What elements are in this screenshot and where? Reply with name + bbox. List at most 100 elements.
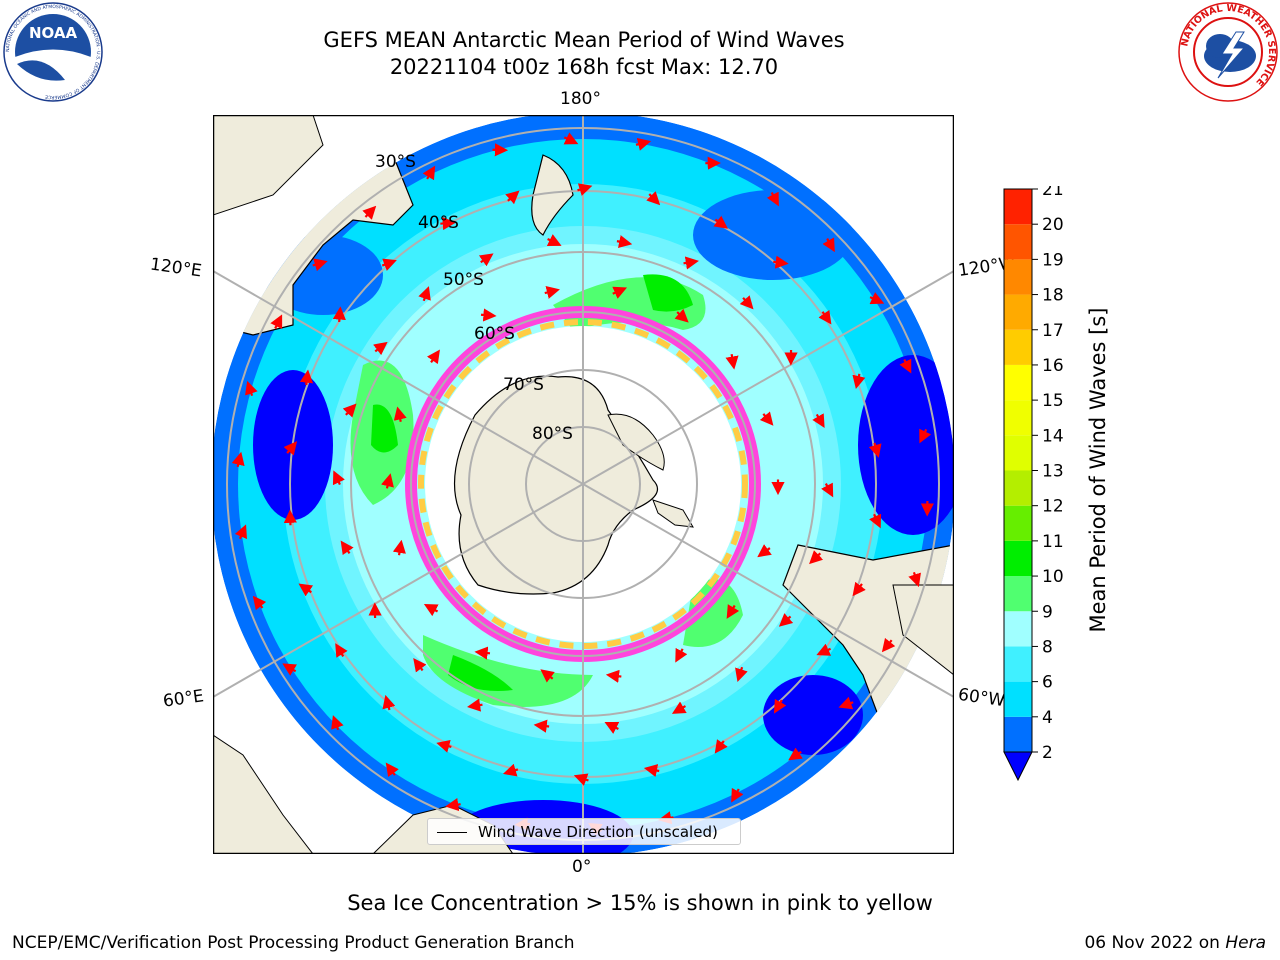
wave-direction-arrow xyxy=(299,369,314,386)
lon-label-120e: 120°E xyxy=(148,254,203,282)
wave-direction-arrow xyxy=(739,295,754,310)
map-legend: Wind Wave Direction (unscaled) xyxy=(427,818,741,845)
wave-direction-arrow xyxy=(838,696,854,710)
lon-label-0: 0° xyxy=(572,857,592,877)
wave-direction-arrow xyxy=(726,604,740,619)
wave-direction-arrow xyxy=(683,256,699,270)
colorbar-tick-label: 10 xyxy=(1042,567,1064,587)
wave-direction-arrow xyxy=(822,237,835,253)
wave-direction-arrow xyxy=(577,183,593,196)
wave-direction-arrow xyxy=(778,613,794,627)
colorbar-tick-label: 2 xyxy=(1042,743,1053,763)
wave-direction-arrow xyxy=(852,581,866,597)
lon-label-60w: 60°W xyxy=(956,684,1007,712)
lat-label-30s: 30°S xyxy=(375,152,416,172)
colorbar-segment xyxy=(1004,259,1032,295)
wave-direction-arrow xyxy=(474,646,491,660)
wave-direction-arrow xyxy=(773,698,787,714)
wave-direction-arrow xyxy=(725,354,739,370)
colorbar-segment xyxy=(1004,505,1032,541)
colorbar-segment xyxy=(1004,435,1032,471)
map-frame xyxy=(213,115,954,854)
wave-direction-arrow xyxy=(331,715,344,731)
sea-ice-note: Sea Ice Concentration > 15% is shown in … xyxy=(347,891,933,915)
wave-direction-arrow xyxy=(546,234,562,247)
wave-direction-arrow xyxy=(646,191,661,206)
colorbar-segment xyxy=(1004,681,1032,717)
wave-direction-arrow xyxy=(505,190,520,205)
wave-direction-arrow xyxy=(373,341,388,356)
wave-direction-arrow xyxy=(816,643,832,656)
wave-direction-arrow xyxy=(381,258,397,271)
wave-direction-arrow xyxy=(671,701,687,714)
wave-direction-arrow xyxy=(899,358,912,374)
lat-label-50s: 50°S xyxy=(443,270,484,290)
colorbar-tick-label: 4 xyxy=(1042,708,1053,728)
wave-direction-arrow xyxy=(714,739,728,754)
wave-direction-arrow xyxy=(809,550,824,565)
colorbar-tick-label: 8 xyxy=(1042,637,1053,657)
wave-direction-arrow xyxy=(440,216,456,231)
wave-direction-arrow xyxy=(540,669,555,683)
colorbar-tick-label: 20 xyxy=(1042,215,1064,235)
wave-direction-arrow xyxy=(231,451,245,468)
new-zealand-land xyxy=(531,154,574,236)
wave-direction-arrow xyxy=(731,787,744,803)
noaa-logo: NOAA NATIONAL OCEANIC AND ATMOSPHERIC AD… xyxy=(3,2,103,102)
green-band xyxy=(423,635,593,707)
lon-label-60e: 60°E xyxy=(161,686,206,712)
wave-direction-arrow xyxy=(418,286,431,302)
wave-direction-arrow xyxy=(868,442,882,458)
wave-direction-arrow xyxy=(362,205,377,220)
lat-label-40s: 40°S xyxy=(418,213,459,233)
lon-label-180: 180° xyxy=(560,89,601,109)
wave-direction-arrow xyxy=(869,292,885,305)
wave-direction-arrow xyxy=(393,406,407,422)
wave-direction-arrow xyxy=(480,308,497,322)
antarctica-land xyxy=(453,375,658,595)
colorbar-tick-label: 6 xyxy=(1042,673,1053,693)
colorbar-segment xyxy=(1004,470,1032,506)
wave-direction-arrow xyxy=(270,314,283,330)
nws-logo: NATIONAL WEATHER SERVICE xyxy=(1178,2,1278,102)
noaa-logo-text: NOAA xyxy=(29,24,78,42)
wave-direction-arrow xyxy=(643,764,660,778)
wave-direction-arrow xyxy=(445,798,461,812)
wave-direction-arrow xyxy=(234,524,247,540)
credit-date-text: 06 Nov 2022 on xyxy=(1084,933,1220,953)
wave-direction-arrow xyxy=(385,762,399,778)
wave-direction-arrow xyxy=(436,739,452,753)
wave-direction-arrow xyxy=(821,482,834,498)
wave-direction-arrow xyxy=(283,441,298,456)
colorbar-tick-label: 21 xyxy=(1042,186,1064,200)
wave-direction-arrow xyxy=(422,165,436,181)
wave-direction-arrow xyxy=(544,286,560,299)
wave-direction-arrow xyxy=(919,428,932,444)
wave-direction-arrow xyxy=(252,595,267,611)
wave-direction-arrow xyxy=(881,637,896,653)
wave-direction-arrow xyxy=(616,235,633,249)
wave-direction-arrow xyxy=(788,747,803,761)
wave-direction-arrow xyxy=(332,306,346,323)
colorbar-segment xyxy=(1004,189,1032,225)
wave-direction-arrow xyxy=(282,663,297,676)
wave-direction-arrow xyxy=(478,253,494,267)
wave-direction-arrow xyxy=(423,604,439,617)
colorbar-segment xyxy=(1004,294,1032,330)
colorbar-segment xyxy=(1004,646,1032,682)
wave-direction-arrow xyxy=(573,773,589,786)
colorbar-tick-label: 9 xyxy=(1042,602,1053,622)
wave-direction-arrow xyxy=(413,657,427,673)
wave-direction-arrow xyxy=(818,309,832,325)
wave-direction-arrow xyxy=(335,643,348,658)
wave-direction-arrow xyxy=(773,255,789,269)
wave-direction-arrow xyxy=(342,403,357,418)
colorbar-tick-label: 14 xyxy=(1042,426,1064,446)
colorbar-label: Mean Period of Wind Waves [s] xyxy=(1086,307,1110,633)
colorbar-segment xyxy=(1004,540,1032,577)
deep-blue-patch xyxy=(858,355,954,535)
credit-branch: NCEP/EMC/Verification Post Processing Pr… xyxy=(12,933,575,953)
wave-direction-arrow xyxy=(332,470,345,486)
wave-direction-arrow xyxy=(298,583,314,597)
credit-date: 06 Nov 2022 on Hera xyxy=(1084,933,1266,953)
